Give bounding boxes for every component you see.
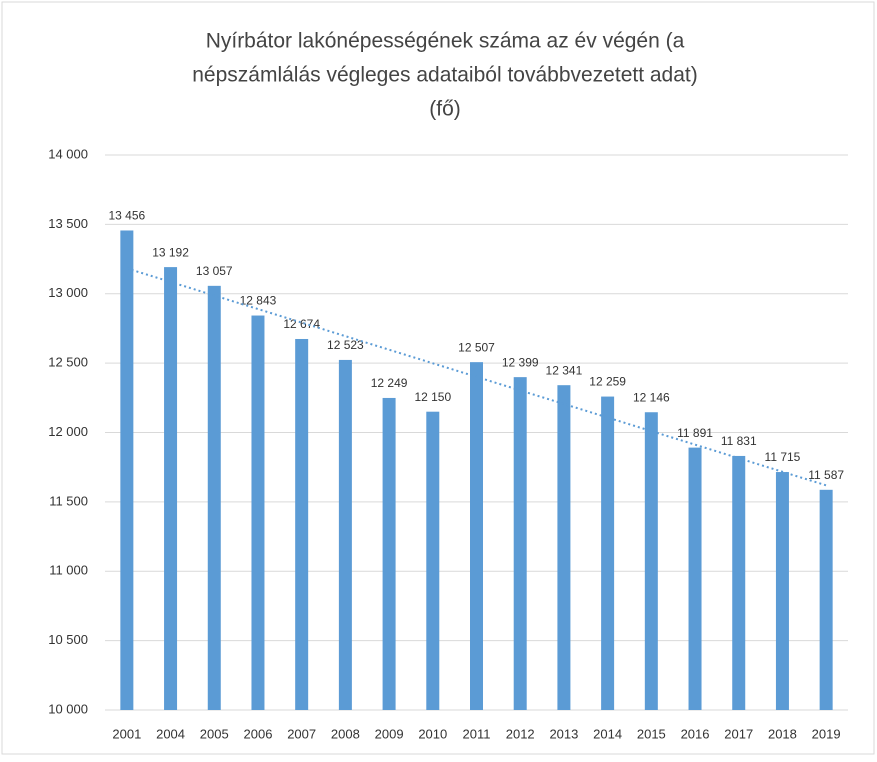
y-tick-label: 11 500 [49,493,88,508]
chart-title: (fő) [429,98,461,121]
data-label: 11 831 [721,434,757,448]
x-tick-label: 2018 [768,726,797,741]
bar [251,315,265,710]
data-label: 12 341 [546,363,583,377]
data-label: 12 507 [458,340,495,354]
bar [688,447,702,710]
x-tick-label: 2007 [287,726,316,741]
chart-title: népszámlálás végleges adataiból továbbve… [192,64,698,87]
data-label: 11 891 [677,426,713,440]
y-tick-label: 13 000 [48,285,88,300]
data-label: 11 715 [765,450,801,464]
data-label: 13 192 [152,245,189,259]
bar [470,362,483,710]
x-tick-label: 2004 [156,726,185,741]
x-tick-label: 2005 [200,726,229,741]
x-tick-label: 2010 [418,726,447,741]
x-tick-label: 2019 [812,726,841,741]
bar [164,267,178,710]
bar [557,385,571,710]
data-label: 11 587 [808,468,844,482]
data-label: 12 843 [240,294,277,308]
data-label: 12 146 [633,390,670,404]
bar [207,285,221,710]
trendline [126,267,827,487]
y-tick-label: 11 000 [49,563,88,578]
y-tick-label: 10 500 [48,632,88,647]
bar [120,230,134,711]
y-tick-label: 10 000 [48,701,88,716]
bar [426,411,440,710]
data-label: 12 259 [589,375,626,389]
bar [819,489,833,710]
y-tick-label: 13 500 [48,216,88,231]
data-label: 13 456 [109,209,146,223]
bar [513,377,527,710]
x-tick-label: 2009 [375,726,404,741]
bar [338,359,352,710]
chart-title: Nyírbátor lakónépességének száma az év v… [206,30,685,53]
bar [775,472,789,710]
data-label: 12 674 [283,317,320,331]
x-tick-label: 2011 [463,726,491,741]
x-tick-label: 2013 [549,726,578,741]
bar [732,455,746,710]
bar [601,396,615,710]
x-tick-label: 2001 [112,726,141,741]
x-tick-label: 2015 [637,726,666,741]
x-tick-label: 2008 [331,726,360,741]
bar [644,412,658,710]
data-label: 12 399 [502,355,539,369]
x-tick-label: 2014 [593,726,622,741]
x-tick-label: 2006 [244,726,273,741]
data-label: 13 057 [196,264,233,278]
y-tick-label: 12 500 [48,355,88,370]
x-tick-label: 2017 [724,726,753,741]
x-tick-label: 2012 [506,726,535,741]
data-label: 12 150 [414,390,451,404]
data-label: 12 523 [327,338,364,352]
bar [295,338,309,710]
y-tick-label: 14 000 [48,146,88,161]
x-tick-label: 2016 [681,726,710,741]
y-tick-label: 12 000 [48,424,88,439]
data-label: 12 249 [371,376,408,390]
bar [382,397,396,710]
